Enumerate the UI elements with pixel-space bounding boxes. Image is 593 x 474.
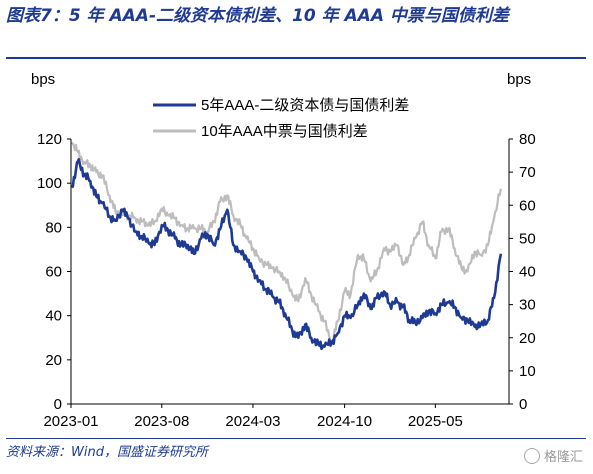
bottom-rule (6, 438, 586, 439)
right-tick-label: 70 (519, 164, 536, 181)
right-tick-label: 0 (519, 396, 527, 413)
left-tick-label: 60 (45, 264, 62, 281)
series-line-mtn-spread (70, 141, 502, 346)
legend: 5年AAA-二级资本债与国债利差 10年AAA中票与国债利差 (153, 97, 409, 140)
x-tick-label: 2024-03 (225, 413, 280, 430)
right-tick-label: 20 (519, 330, 536, 347)
figure-title: 图表7：5 年 AAA-二级资本债利差、10 年 AAA 中票与国债利差 (6, 6, 509, 26)
series-line-capital-bond-spread (70, 158, 503, 351)
legend-label-series-2: 10年AAA中票与国债利差 (201, 123, 368, 140)
left-tick-label: 100 (37, 175, 62, 192)
right-axis-label: bps (507, 71, 531, 88)
line-chart: 0 20 40 60 80 100 120 0 10 20 30 40 50 60 70 80 2023-01 2… (31, 71, 536, 430)
left-tick-label: 20 (45, 352, 62, 369)
axes (70, 139, 510, 405)
watermark-text: 格隆汇 (543, 450, 583, 465)
source-note: 资料来源：Wind，国盛证券研究所 (6, 445, 208, 460)
tick-labels: 0 20 40 60 80 100 120 0 10 20 30 40 50 60 70 80 2023-01 2… (37, 131, 536, 430)
right-tick-label: 10 (519, 363, 536, 380)
legend-label-series-1: 5年AAA-二级资本债与国债利差 (201, 97, 409, 114)
left-tick-label: 0 (54, 396, 62, 413)
x-tick-label: 2023-01 (43, 413, 98, 430)
watermark-logo-icon (523, 447, 540, 464)
x-tick-label: 2024-10 (317, 413, 372, 430)
right-tick-label: 30 (519, 297, 536, 314)
title-rule (6, 57, 586, 59)
series-layer (70, 141, 503, 351)
right-tick-label: 40 (519, 264, 536, 281)
left-tick-label: 40 (45, 308, 62, 325)
left-axis-label: bps (31, 71, 55, 88)
right-tick-label: 60 (519, 197, 536, 214)
x-tick-label: 2025-05 (408, 413, 463, 430)
right-tick-label: 80 (519, 131, 536, 148)
watermark: 格隆汇 (523, 446, 583, 465)
right-tick-label: 50 (519, 230, 536, 247)
x-tick-label: 2023-08 (134, 413, 189, 430)
left-tick-label: 80 (45, 219, 62, 236)
left-tick-label: 120 (37, 131, 62, 148)
